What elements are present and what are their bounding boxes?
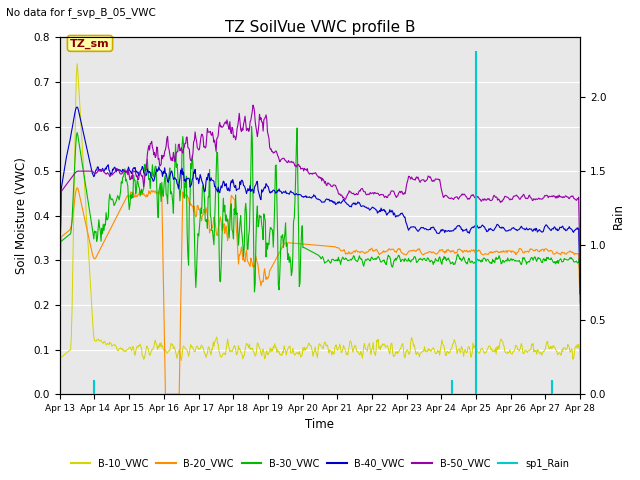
Text: TZ_sm: TZ_sm xyxy=(70,38,110,48)
Y-axis label: Soil Moisture (VWC): Soil Moisture (VWC) xyxy=(15,157,28,274)
X-axis label: Time: Time xyxy=(305,419,335,432)
Text: No data for f_svp_B_05_VWC: No data for f_svp_B_05_VWC xyxy=(6,7,156,18)
Title: TZ SoilVue VWC profile B: TZ SoilVue VWC profile B xyxy=(225,20,415,35)
Y-axis label: Rain: Rain xyxy=(612,203,625,229)
Legend: B-10_VWC, B-20_VWC, B-30_VWC, B-40_VWC, B-50_VWC, sp1_Rain: B-10_VWC, B-20_VWC, B-30_VWC, B-40_VWC, … xyxy=(67,454,573,473)
